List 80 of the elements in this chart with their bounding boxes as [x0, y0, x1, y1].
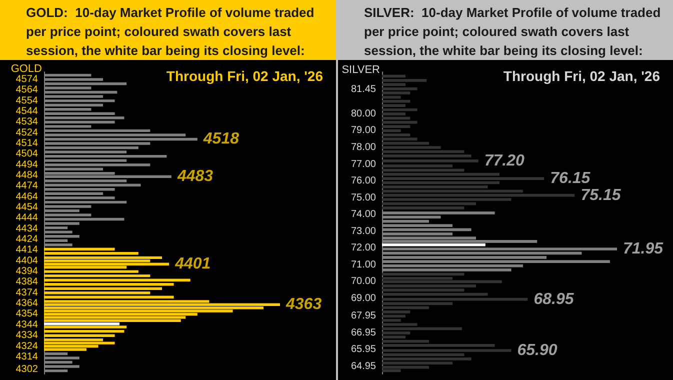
- annotation: 75.15: [580, 186, 622, 204]
- y-tick-label: 4404: [16, 255, 38, 266]
- y-tick-label: 4504: [16, 148, 38, 160]
- y-tick-label: 4414: [16, 244, 38, 256]
- bar: [44, 342, 115, 344]
- y-tick-label: 4424: [16, 234, 38, 246]
- annotation: 71.95: [623, 240, 664, 258]
- bar: [44, 303, 280, 306]
- y-tick-label: 67.95: [350, 310, 376, 322]
- bar: [382, 177, 544, 180]
- y-tick-label: 80.00: [350, 108, 376, 120]
- bar: [382, 78, 427, 82]
- y-tick-label: 75.00: [350, 192, 376, 204]
- y-tick-label: 74.00: [350, 209, 376, 220]
- y-tick-label: 4464: [16, 191, 38, 202]
- y-axis-title: GOLD: [10, 63, 42, 76]
- annotation: 68.95: [534, 290, 575, 308]
- annotation: 4518: [202, 130, 240, 148]
- bar: [382, 120, 418, 124]
- y-tick-label: 4554: [16, 95, 38, 106]
- y-tick-label: 4534: [16, 116, 38, 128]
- y-tick-label: 70.00: [350, 276, 376, 288]
- y-tick-label: 4484: [16, 170, 38, 182]
- annotation: 65.90: [517, 342, 558, 360]
- y-tick-label: 77.00: [350, 158, 376, 170]
- y-tick-label: 4344: [16, 319, 38, 330]
- y-tick-label: 72.00: [350, 242, 376, 254]
- y-tick-label: 4354: [16, 308, 38, 320]
- chart-title: SILVER: 10-day Market Profile of volume traded per price point; coloured swath covers last session, the white bar being its closing level:: [338, 0, 673, 60]
- y-tick-label: 4314: [16, 351, 38, 362]
- bar: [382, 100, 410, 103]
- bar: [44, 322, 120, 326]
- y-tick-label: 73.00: [350, 226, 376, 237]
- y-tick-label: 4302: [16, 364, 38, 376]
- bar: [44, 326, 127, 328]
- y-tick-label: 4514: [16, 138, 38, 149]
- y-tick-label: 4374: [16, 287, 38, 298]
- y-tick-label: 4384: [16, 276, 38, 288]
- chart-subtitle: Through Fri, 02 Jan, '26: [503, 68, 660, 84]
- y-tick-label: 4574: [16, 74, 38, 85]
- bar: [382, 272, 464, 276]
- y-tick-label: 4334: [16, 330, 38, 342]
- y-tick-label: 65.95: [350, 344, 376, 356]
- y-tick-label: 4434: [16, 223, 38, 234]
- y-axis-title: SILVER: [342, 64, 380, 76]
- bar: [44, 256, 162, 260]
- y-tick-label: 4364: [16, 298, 38, 310]
- y-tick-label: 69.00: [350, 293, 376, 304]
- bar: [382, 159, 478, 162]
- annotation: 76.15: [550, 170, 592, 188]
- y-tick-label: 4494: [16, 159, 38, 170]
- bar: [382, 357, 472, 360]
- y-tick-label: 4454: [16, 202, 38, 214]
- y-tick-label: 79.00: [350, 125, 376, 136]
- y-tick-label: 4474: [16, 180, 38, 192]
- bar: [382, 154, 472, 158]
- y-tick-label: 4394: [16, 266, 38, 278]
- y-tick-label: 66.95: [350, 327, 376, 338]
- y-tick-label: 4524: [16, 127, 38, 138]
- y-tick-label: 4564: [16, 84, 38, 96]
- bar: [44, 330, 124, 333]
- bar: [382, 344, 495, 347]
- y-tick-label: 81.45: [350, 84, 376, 96]
- annotation: 4363: [285, 296, 322, 314]
- bar: [382, 298, 528, 301]
- annotation: 4401: [174, 256, 211, 273]
- y-tick-label: 76.00: [350, 176, 376, 187]
- bar: [382, 349, 512, 352]
- chart-subtitle: Through Fri, 02 Jan, '26: [166, 68, 324, 84]
- y-tick-label: 78.00: [350, 142, 376, 153]
- y-tick-label: 4444: [16, 212, 38, 224]
- annotation: 4483: [176, 168, 214, 186]
- y-tick-label: 71.00: [350, 259, 376, 270]
- y-tick-label: 4544: [16, 106, 38, 117]
- y-tick-label: 64.95: [350, 360, 376, 372]
- chart-title: GOLD: 10-day Market Profile of volume traded per price point; coloured swath covers last session, the white bar being its closing level:: [0, 0, 336, 60]
- annotation: 77.20: [484, 152, 524, 170]
- bar: [44, 278, 190, 282]
- bar: [44, 262, 170, 266]
- y-tick-label: 4324: [16, 340, 38, 352]
